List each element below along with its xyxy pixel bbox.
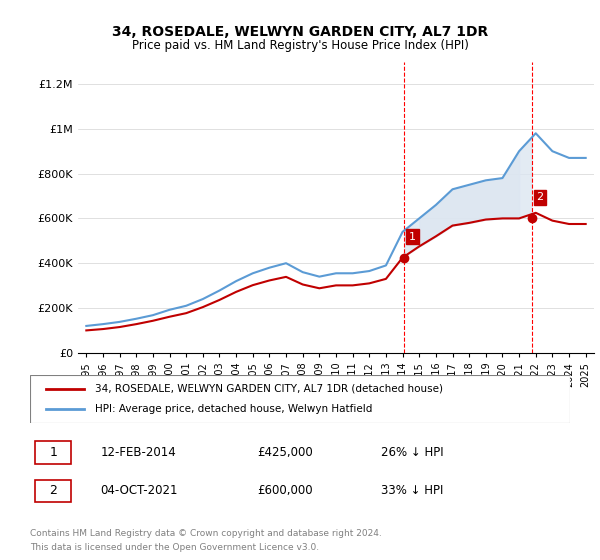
FancyBboxPatch shape <box>35 479 71 502</box>
Text: 12-FEB-2014: 12-FEB-2014 <box>100 446 176 459</box>
FancyBboxPatch shape <box>30 375 570 423</box>
Text: 2: 2 <box>536 193 544 203</box>
Text: £600,000: £600,000 <box>257 484 313 497</box>
Text: 34, ROSEDALE, WELWYN GARDEN CITY, AL7 1DR (detached house): 34, ROSEDALE, WELWYN GARDEN CITY, AL7 1D… <box>95 384 443 394</box>
Text: 34, ROSEDALE, WELWYN GARDEN CITY, AL7 1DR: 34, ROSEDALE, WELWYN GARDEN CITY, AL7 1D… <box>112 25 488 39</box>
Text: 04-OCT-2021: 04-OCT-2021 <box>100 484 178 497</box>
Text: Contains HM Land Registry data © Crown copyright and database right 2024.: Contains HM Land Registry data © Crown c… <box>30 529 382 538</box>
Text: 33% ↓ HPI: 33% ↓ HPI <box>381 484 443 497</box>
Text: HPI: Average price, detached house, Welwyn Hatfield: HPI: Average price, detached house, Welw… <box>95 404 372 414</box>
Text: £425,000: £425,000 <box>257 446 313 459</box>
Text: 1: 1 <box>49 446 57 459</box>
Text: 26% ↓ HPI: 26% ↓ HPI <box>381 446 443 459</box>
Text: 2: 2 <box>49 484 57 497</box>
Text: This data is licensed under the Open Government Licence v3.0.: This data is licensed under the Open Gov… <box>30 543 319 552</box>
FancyBboxPatch shape <box>35 441 71 464</box>
Text: Price paid vs. HM Land Registry's House Price Index (HPI): Price paid vs. HM Land Registry's House … <box>131 39 469 52</box>
Text: 1: 1 <box>409 232 416 242</box>
